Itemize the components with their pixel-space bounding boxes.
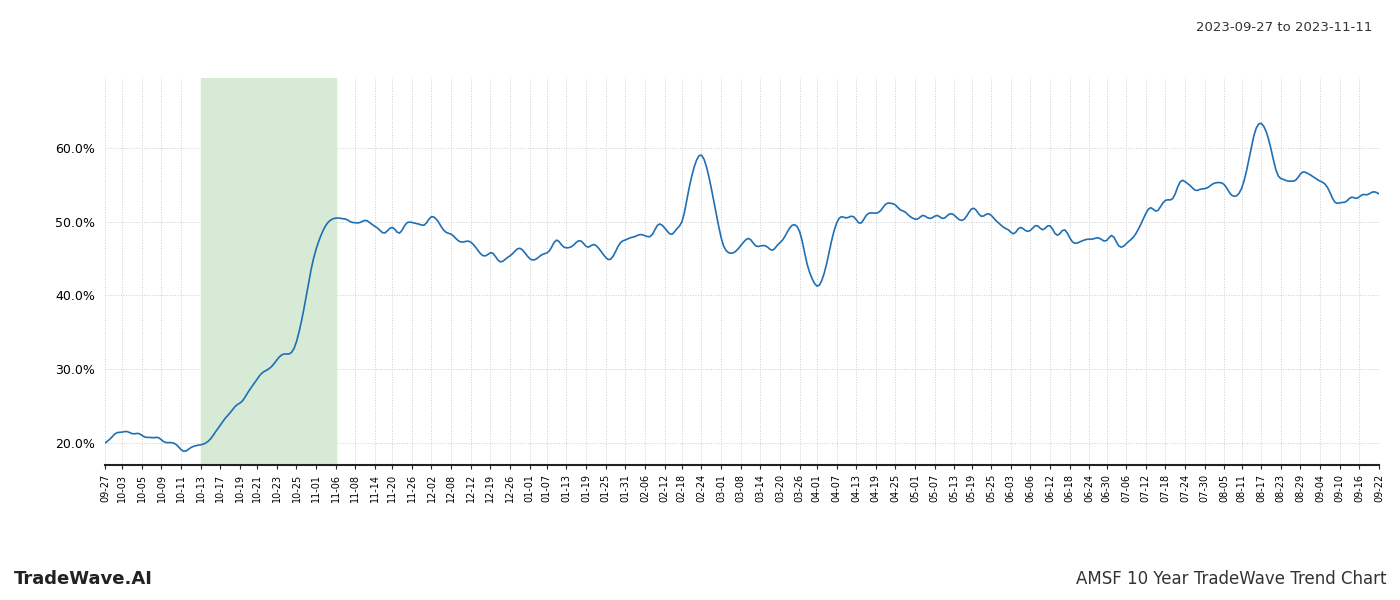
Text: TradeWave.AI: TradeWave.AI (14, 570, 153, 588)
Text: 2023-09-27 to 2023-11-11: 2023-09-27 to 2023-11-11 (1196, 21, 1372, 34)
Bar (200, 78, 336, 465)
Text: AMSF 10 Year TradeWave Trend Chart: AMSF 10 Year TradeWave Trend Chart (1075, 570, 1386, 588)
